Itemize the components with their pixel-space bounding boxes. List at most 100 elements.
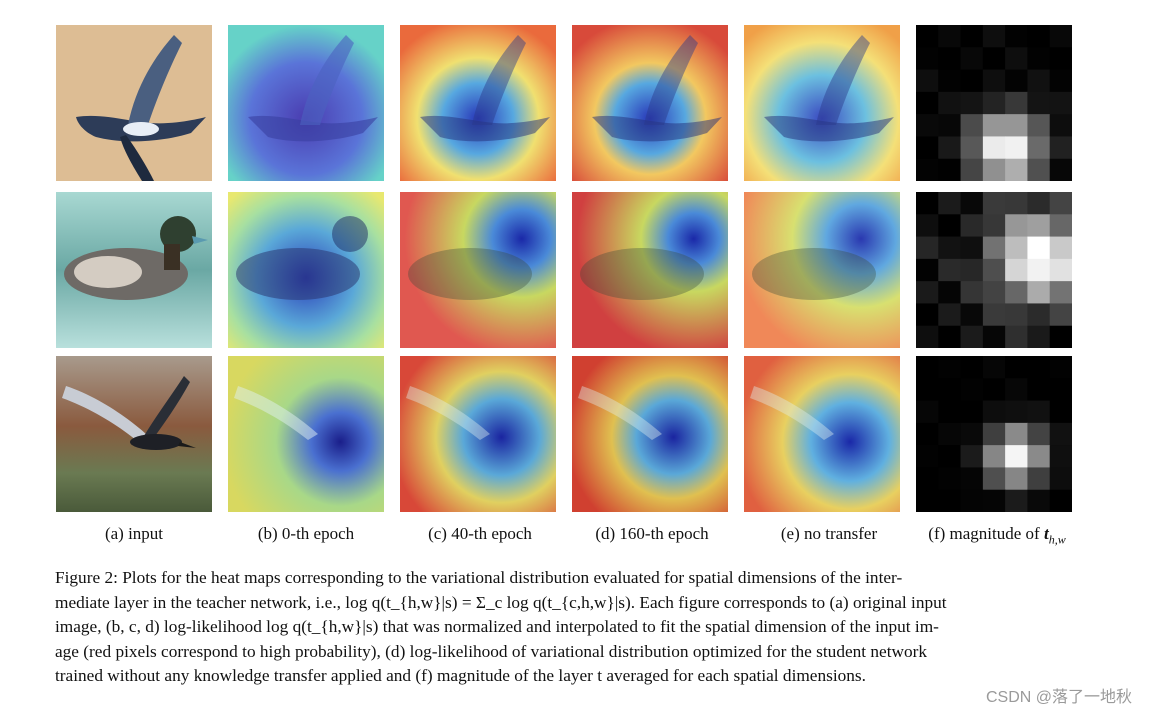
row3-heatmap-no-transfer — [744, 356, 900, 512]
row2-heatmap-160th-epoch — [572, 192, 728, 348]
magnitude-cell — [982, 422, 1006, 446]
magnitude-cell — [1005, 422, 1028, 446]
magnitude-cell — [960, 258, 984, 282]
label-magnitude-sub: h,w — [1048, 532, 1066, 547]
magnitude-cell — [960, 136, 984, 160]
magnitude-cell — [960, 281, 984, 304]
magnitude-cell — [1049, 69, 1072, 93]
magnitude-cell — [982, 356, 1006, 379]
magnitude-cell — [1005, 47, 1028, 71]
magnitude-cell — [1027, 192, 1051, 215]
magnitude-cell — [1005, 400, 1028, 424]
magnitude-cell — [982, 378, 1006, 402]
magnitude-cell — [916, 422, 939, 446]
magnitude-cell — [1027, 91, 1051, 115]
magnitude-cell — [1027, 47, 1051, 71]
row1-heatmap-no-transfer — [744, 25, 900, 181]
row1-heatmap-0th-epoch — [228, 25, 384, 181]
magnitude-cell — [1005, 489, 1028, 512]
caption-line-5: trained without any knowledge transfer a… — [55, 666, 866, 685]
magnitude-cell — [916, 467, 939, 491]
magnitude-cell — [1049, 356, 1072, 379]
row3-magnitude-map — [916, 356, 1072, 512]
magnitude-cell — [982, 192, 1006, 215]
magnitude-cell — [1005, 114, 1028, 137]
magnitude-cell — [982, 467, 1006, 491]
label-160th-epoch: (d) 160-th epoch — [595, 524, 709, 543]
magnitude-cell — [1049, 91, 1072, 115]
caption-line-1: Figure 2: Plots for the heat maps corres… — [55, 568, 903, 587]
figure-caption: Figure 2: Plots for the heat maps corres… — [55, 566, 1079, 689]
magnitude-cell — [1027, 378, 1051, 402]
magnitude-cell — [982, 400, 1006, 424]
magnitude-cell — [938, 114, 962, 137]
row3-heatmap-160th-epoch — [572, 356, 728, 512]
magnitude-cell — [960, 378, 984, 402]
magnitude-cell — [916, 378, 939, 402]
magnitude-cell — [960, 114, 984, 137]
magnitude-cell — [916, 47, 939, 71]
magnitude-cell — [1049, 192, 1072, 215]
row1-magnitude-map — [916, 25, 1072, 181]
magnitude-cell — [1005, 91, 1028, 115]
magnitude-cell — [1005, 25, 1028, 48]
magnitude-cell — [938, 214, 962, 238]
magnitude-cell — [1049, 489, 1072, 512]
magnitude-cell — [960, 467, 984, 491]
row3-input-image — [56, 356, 212, 512]
label-0th-epoch: (b) 0-th epoch — [257, 524, 355, 543]
magnitude-cell — [1027, 158, 1051, 181]
magnitude-cell — [960, 422, 984, 446]
magnitude-cell — [1005, 236, 1028, 260]
magnitude-cell — [1049, 281, 1072, 304]
magnitude-cell — [938, 281, 962, 304]
label-input: (a) input — [104, 524, 164, 543]
label-40th-epoch: (c) 40-th epoch — [428, 524, 532, 543]
magnitude-cell — [938, 47, 962, 71]
magnitude-cell — [1005, 445, 1028, 468]
magnitude-cell — [1027, 422, 1051, 446]
magnitude-cell — [1049, 422, 1072, 446]
magnitude-cell — [938, 25, 962, 48]
magnitude-cell — [982, 136, 1006, 160]
magnitude-cell — [960, 325, 984, 348]
magnitude-cell — [938, 325, 962, 348]
magnitude-cell — [982, 236, 1006, 260]
magnitude-cell — [1049, 136, 1072, 160]
caption-line-3: image, (b, c, d) log-likelihood log q(t_… — [55, 617, 939, 636]
magnitude-cell — [1005, 378, 1028, 402]
magnitude-cell — [982, 281, 1006, 304]
row1-input-image — [56, 25, 212, 181]
magnitude-cell — [1027, 303, 1051, 327]
magnitude-cell — [960, 69, 984, 93]
magnitude-cell — [1005, 69, 1028, 93]
magnitude-cell — [1049, 378, 1072, 402]
magnitude-cell — [1005, 281, 1028, 304]
row2-magnitude-map — [916, 192, 1072, 348]
magnitude-cell — [960, 303, 984, 327]
magnitude-cell — [1049, 236, 1072, 260]
magnitude-cell — [1027, 400, 1051, 424]
magnitude-cell — [938, 136, 962, 160]
magnitude-cell — [916, 325, 939, 348]
magnitude-cell — [982, 114, 1006, 137]
magnitude-cell — [960, 25, 984, 48]
caption-line-2: mediate layer in the teacher network, i.… — [55, 592, 947, 612]
magnitude-cell — [1027, 114, 1051, 137]
magnitude-cell — [1049, 303, 1072, 327]
row2-input-image — [56, 192, 212, 348]
magnitude-cell — [916, 136, 939, 160]
label-magnitude-math: t — [1043, 524, 1049, 543]
magnitude-cell — [916, 258, 939, 282]
magnitude-cell — [982, 91, 1006, 115]
magnitude-cell — [1005, 356, 1028, 379]
magnitude-cell — [960, 47, 984, 71]
magnitude-cell — [916, 158, 939, 181]
magnitude-cell — [960, 236, 984, 260]
magnitude-cell — [916, 91, 939, 115]
magnitude-cell — [982, 47, 1006, 71]
magnitude-cell — [1027, 236, 1051, 260]
magnitude-cell — [1049, 400, 1072, 424]
magnitude-cell — [1049, 47, 1072, 71]
